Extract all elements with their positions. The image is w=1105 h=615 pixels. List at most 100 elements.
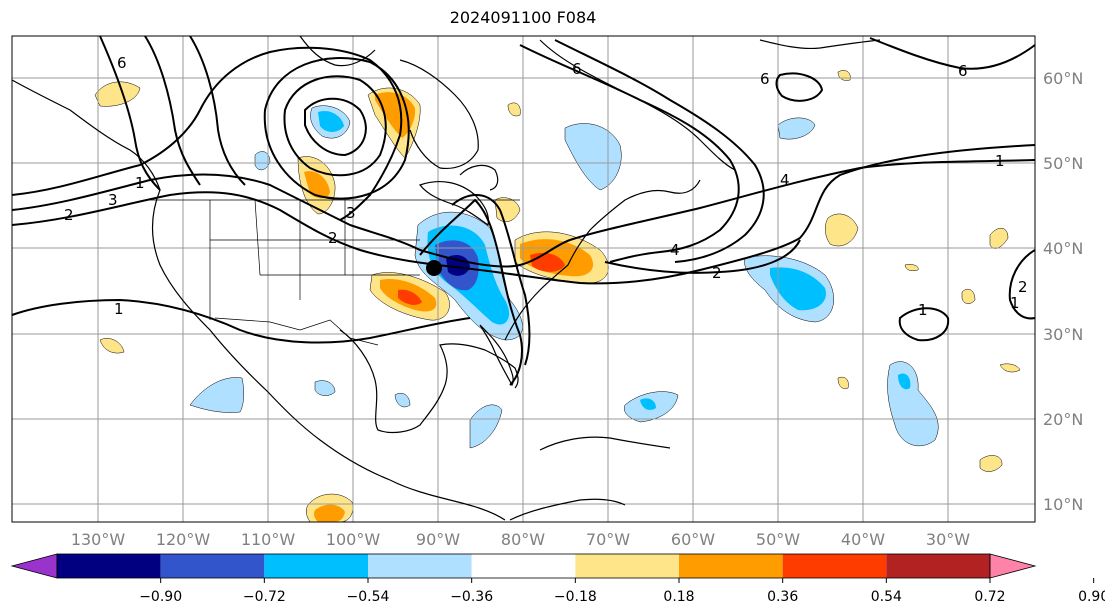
longitude-label: 110°W [241,530,296,549]
contour-line [189,35,246,186]
positive-anomaly-area [314,504,345,522]
contour-label: 6 [117,54,127,72]
negative-anomaly-area [640,398,656,410]
negative-anomaly-area [318,110,344,132]
us-mexico-border [214,317,379,346]
negative-anomaly-area [564,123,622,191]
positive-anomaly-area [825,213,859,247]
contour-label: 2 [328,229,338,247]
contour-line [144,35,201,186]
east-coastline [504,179,701,341]
colorbar-tick-label: −0.90 [139,589,182,605]
map-title: 2024091100 F084 [449,8,597,27]
great-lakes [459,164,499,191]
contour-label: 6 [572,60,582,78]
contour-label: 1 [114,300,124,318]
positive-anomaly-area [94,81,141,107]
negative-anomaly-area [189,377,244,413]
colorbar-labels: −0.90 −0.72 −0.54 −0.36 −0.18 0.18 0.36 0.54 0.7… [139,578,1105,605]
state-borders [209,199,420,320]
florida-coastline [479,324,514,387]
colorbar-tick-label: 0.36 [767,589,798,605]
contour-label: 3 [346,204,356,222]
positive-anomaly-area [999,363,1021,373]
great-lakes [419,181,490,227]
contour-line [263,57,410,200]
negative-anomaly-area [446,254,470,276]
contour-label: 1 [995,152,1005,170]
colorbar-tick-label: −0.18 [554,589,597,605]
colorbar-segment [160,554,265,578]
contour-label: 2 [64,206,74,224]
negative-anomaly-area [898,373,911,390]
negative-anomaly-area [314,380,336,396]
map-frame [11,35,1036,523]
south-america-coast [509,498,626,521]
colorbar-segment [782,554,887,578]
caribbean-islands [539,436,671,451]
contour-label: 1 [135,174,145,192]
colorbar-segment [575,554,679,578]
latitude-labels: 60°N 50°N 40°N 30°N 20°N 10°N [1043,69,1083,514]
contour-label: 2 [712,264,722,282]
colorbar-extend-low [10,553,58,579]
colorbar-tick-label: 0.90 [1078,589,1105,605]
negative-anomaly-area [770,267,826,311]
colorbar-segment [264,554,368,578]
colorbar-tick-label: −0.72 [243,589,286,605]
contour-line [11,159,1036,268]
black-dot-marker [426,260,442,276]
contour-label: 4 [780,171,790,189]
longitude-labels: 130°W 120°W 110°W 100°W 90°W 80°W 70°W 60°W 50°W… [71,530,970,549]
greenland-coast [759,39,881,50]
labrador-coast [539,39,736,171]
longitude-label: 130°W [71,530,126,549]
longitude-label: 100°W [326,530,381,549]
contour-line [11,46,403,221]
positive-anomaly-area [837,376,849,389]
latitude-label: 40°N [1043,239,1083,258]
colorbar-tick-label: −0.36 [450,589,493,605]
negative-anomaly-area [394,392,411,408]
contour-label: 1 [1010,294,1020,312]
coastlines [11,35,881,521]
contour-line [898,307,950,342]
negative-anomaly-area [254,151,271,171]
colorbar-extend-high [989,553,1037,579]
longitude-label: 70°W [586,530,630,549]
contour-line [554,39,765,263]
contour-line [1008,249,1036,320]
latitude-label: 30°N [1043,325,1083,344]
contour-line [99,35,161,191]
positive-anomaly-area [961,289,976,304]
colorbar-tick-label: 0.18 [663,589,694,605]
colorbar-tick-label: 0.54 [871,589,902,605]
positive-anomaly-area [398,289,422,305]
colorbar-segment [679,554,783,578]
negative-anomaly-area [469,404,503,449]
longitude-label: 80°W [501,530,545,549]
contour-line [775,72,824,102]
longitude-label: 60°W [671,530,715,549]
contour-label: 6 [760,70,770,88]
positive-anomaly-area [904,264,919,272]
colorbar-segment [471,554,576,578]
longitude-label: 50°W [756,530,800,549]
contour-line [304,97,367,157]
longitude-label: 120°W [156,530,211,549]
contour-line [451,193,531,366]
negative-anomaly-area [777,117,816,140]
colorbar-tick-label: −0.54 [347,589,390,605]
latitude-label: 60°N [1043,69,1083,88]
contour-line [11,144,1036,285]
positive-anomaly-area [99,338,125,354]
colorbar-segment [57,554,161,578]
colorbar-segment [368,554,472,578]
contour-line [283,75,387,177]
contour-label: 4 [670,241,680,259]
contour-labels: 6 6 6 6 1 2 3 1 3 2 4 1 2 4 1 1 2 [64,54,1028,319]
contour-line [419,198,523,386]
colorbar [10,553,1037,579]
positive-anomaly-area [507,102,521,117]
